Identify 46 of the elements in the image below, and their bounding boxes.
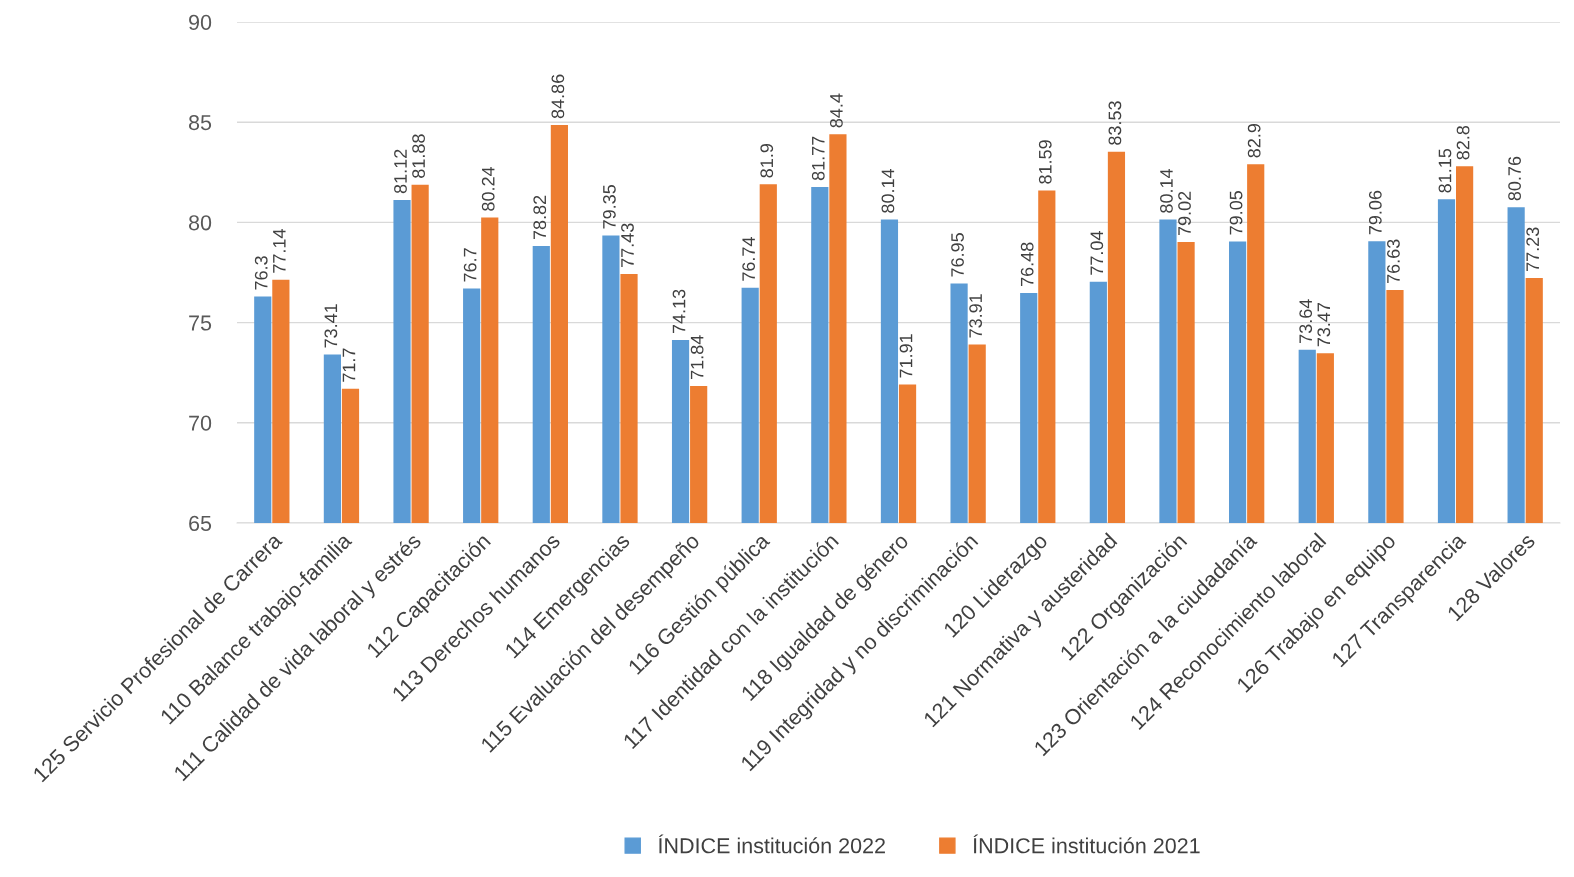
data-label: 83.53 <box>1108 101 1122 145</box>
data-label: 73.47 <box>1317 302 1331 347</box>
data-label: 76.7 <box>463 248 477 282</box>
y-tick-label: 65 <box>189 515 212 532</box>
data-label: 76.3 <box>254 256 268 290</box>
data-label: 71.91 <box>899 334 913 378</box>
y-tick-label: 90 <box>189 14 212 31</box>
data-label: 77.04 <box>1090 231 1104 275</box>
data-label: 76.74 <box>742 237 756 281</box>
y-tick-label: 75 <box>189 315 212 331</box>
legend-label: ÍNDICE institución 2021 <box>973 834 1200 854</box>
data-label: 74.13 <box>672 289 686 334</box>
y-tick-label: 70 <box>189 415 212 431</box>
data-label: 82.8 <box>1456 125 1470 160</box>
data-label: 81.12 <box>394 149 407 194</box>
data-label: 81.77 <box>811 136 825 181</box>
data-label: 71.84 <box>690 335 704 379</box>
data-label: 81.9 <box>760 144 774 178</box>
data-label: 73.64 <box>1299 299 1313 343</box>
data-label: 81.59 <box>1038 140 1052 184</box>
data-label: 82.9 <box>1247 123 1261 158</box>
legend-label: ÍNDICE institución 2022 <box>658 834 885 854</box>
data-label: 81.88 <box>412 134 425 178</box>
data-label: 76.95 <box>951 233 964 277</box>
data-label: 80.14 <box>881 168 895 213</box>
y-tick-label: 85 <box>188 114 212 131</box>
data-label: 77.14 <box>273 229 286 273</box>
data-label: 84.86 <box>551 74 565 119</box>
data-label: 80.24 <box>481 166 495 211</box>
data-label: 84.4 <box>829 93 843 128</box>
data-label: 71.7 <box>342 348 356 382</box>
data-label: 81.15 <box>1438 148 1452 193</box>
data-label: 73.41 <box>324 304 338 348</box>
data-label: 79.06 <box>1368 190 1382 235</box>
data-label: 73.91 <box>969 294 983 338</box>
data-label: 80.76 <box>1508 156 1521 201</box>
data-label: 79.02 <box>1178 191 1191 236</box>
data-label: 77.23 <box>1526 227 1540 271</box>
data-label: 79.35 <box>602 184 616 229</box>
data-label: 79.05 <box>1229 191 1243 235</box>
data-label: 76.63 <box>1387 239 1400 283</box>
data-label: 77.43 <box>621 223 634 267</box>
data-label: 78.82 <box>533 195 547 240</box>
data-label: 76.48 <box>1020 242 1034 286</box>
y-tick-label: 80 <box>188 215 212 231</box>
data-label: 80.14 <box>1160 168 1173 213</box>
